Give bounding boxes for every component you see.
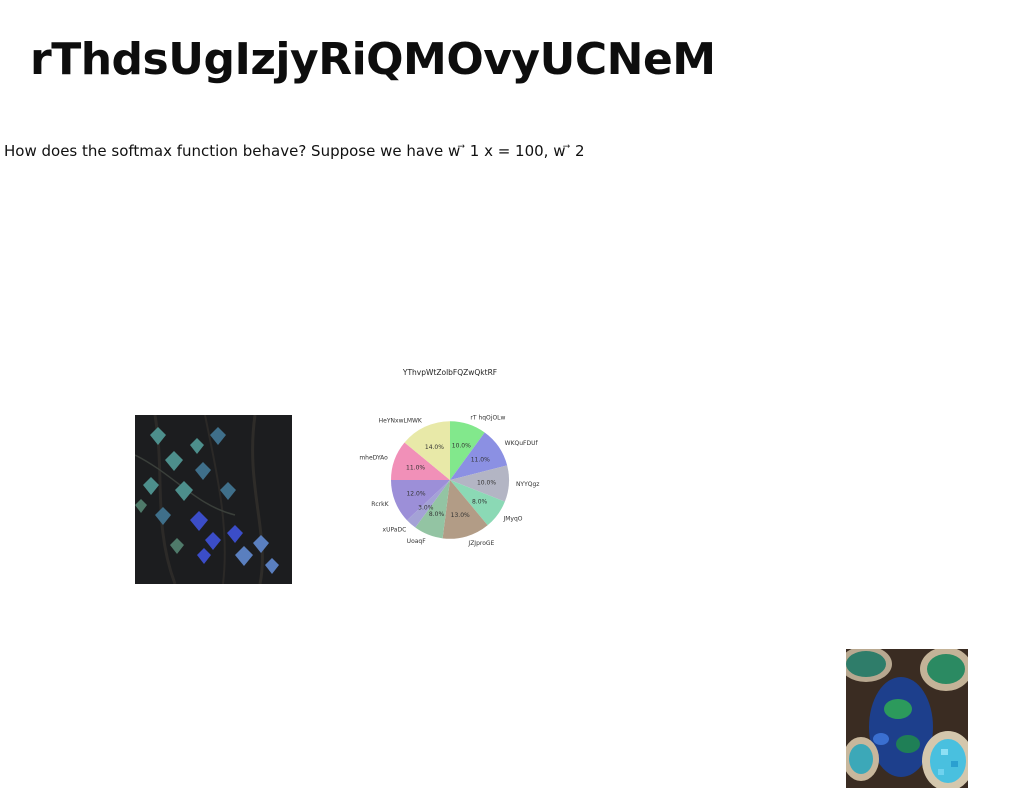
blue-gems-bowls-photo	[846, 649, 968, 788]
pie-slice	[391, 442, 450, 480]
pie-slice	[442, 480, 488, 539]
ivy-leaves-photo	[135, 415, 292, 584]
pie-slice	[450, 432, 508, 480]
pie-slice	[450, 421, 485, 480]
pie-percent-label: 10.0%	[477, 479, 496, 486]
pie-percent-label: 8.0%	[429, 511, 445, 518]
pie-category-label: NYYQgz	[516, 481, 540, 488]
page-title: rThdsUgIzjyRiQMOvyUCNeM	[30, 34, 716, 85]
pie-slice	[450, 465, 509, 502]
chart-title: YThvpWtZolbFQZwQktRF	[402, 368, 497, 377]
pie-slice	[391, 480, 450, 521]
pie-percent-label: 8.0%	[472, 498, 488, 505]
pie-percent-label: 11.0%	[406, 465, 425, 472]
pie-category-label: RcrkK	[371, 501, 389, 508]
pie-percent-label: 10.0%	[452, 442, 471, 449]
pie-slice	[406, 480, 450, 528]
pie-category-label: UoaqF	[407, 538, 427, 545]
pie-percent-label: 12.0%	[406, 490, 425, 497]
pie-slice	[404, 421, 450, 480]
pie-category-label: JMyqO	[502, 516, 522, 523]
pie-percent-label: 3.0%	[418, 504, 434, 511]
question-text: How does the softmax function behave? Su…	[4, 142, 585, 160]
pie-slice	[450, 480, 505, 526]
pie-percent-label: 11.0%	[471, 457, 490, 464]
pie-category-label: WKQuFDUf	[505, 440, 539, 447]
pie-slice	[415, 480, 450, 539]
pie-category-label: JZJproGE	[467, 540, 494, 547]
pie-percent-label: 14.0%	[425, 444, 444, 451]
pie-percent-label: 13.0%	[451, 512, 470, 519]
pie-category-label: mheDYAo	[359, 455, 388, 462]
pie-chart: YThvpWtZolbFQZwQktRF 10.0% 11.0% 10.0% 8.0%…	[359, 368, 540, 547]
pie-category-label: HeYNxwLMWK	[379, 417, 423, 424]
pie-category-label: xUPaDC	[383, 526, 407, 533]
pie-category-label: rT hqOjOLw	[470, 414, 505, 421]
